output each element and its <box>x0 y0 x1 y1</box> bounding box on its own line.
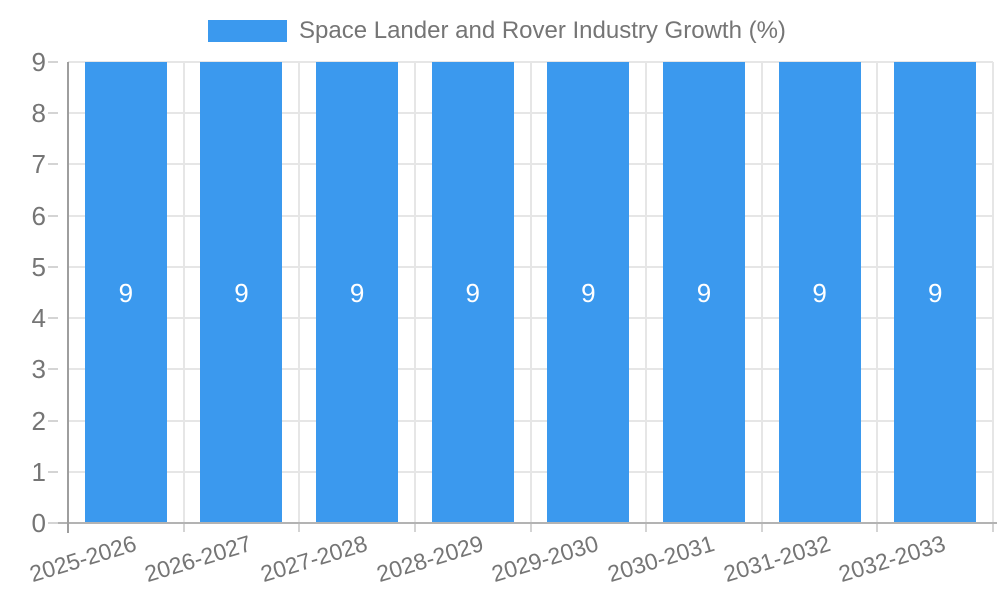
bar-value-label: 9 <box>581 277 596 308</box>
bar-value-label: 9 <box>234 277 249 308</box>
y-tick-mark <box>48 317 58 320</box>
legend-item[interactable]: Space Lander and Rover Industry Growth (… <box>208 16 786 46</box>
x-axis-tick-label: 2030-2031 <box>604 530 718 588</box>
y-tick-mark <box>48 214 58 217</box>
y-axis-tick-label: 7 <box>31 149 46 180</box>
x-tick-mark <box>876 523 879 532</box>
y-tick-mark <box>48 419 58 422</box>
y-tick-mark <box>48 470 58 473</box>
x-axis-tick-label: 2031-2032 <box>720 530 833 588</box>
x-axis-tick-label: 2029-2030 <box>488 530 602 588</box>
x-tick-mark <box>992 523 994 532</box>
y-axis-tick-label: 3 <box>31 354 46 385</box>
bar-2026-2027[interactable]: 9 <box>200 62 283 523</box>
x-tick-mark <box>529 523 532 532</box>
x-tick-mark <box>413 523 416 532</box>
bar-2025-2026[interactable]: 9 <box>84 62 167 523</box>
x-tick-mark <box>298 523 301 532</box>
bar-value-label: 9 <box>812 277 827 308</box>
x-gridline <box>182 62 185 523</box>
x-gridline <box>645 62 648 523</box>
y-axis-tick-label: 0 <box>31 508 46 538</box>
bar-value-label: 9 <box>465 277 480 308</box>
x-tick-mark <box>182 523 185 532</box>
y-tick-mark <box>48 265 58 268</box>
y-axis-tick-label: 5 <box>31 251 46 282</box>
bar-value-label: 9 <box>118 277 134 308</box>
x-gridline <box>760 62 763 523</box>
x-gridline <box>876 62 879 523</box>
bar-2027-2028[interactable]: 9 <box>316 62 399 523</box>
x-axis-tick-label: 2026-2027 <box>141 530 255 588</box>
y-axis-tick-label: 4 <box>31 303 46 334</box>
x-gridline <box>529 62 532 523</box>
bar-2031-2032[interactable]: 9 <box>778 62 861 523</box>
y-axis-tick-label: 9 <box>31 47 46 77</box>
x-axis-tick-label: 2027-2028 <box>257 530 371 588</box>
bar-2030-2031[interactable]: 9 <box>662 62 745 523</box>
x-axis-tick-label: 2032-2033 <box>835 530 949 588</box>
y-tick-mark <box>48 368 58 371</box>
y-tick-mark <box>48 112 58 115</box>
y-tick-mark <box>48 522 58 524</box>
x-axis-tick-label: 2028-2029 <box>373 530 486 588</box>
x-tick-mark <box>760 523 763 532</box>
x-tick-mark <box>645 523 648 532</box>
x-axis-tick-label: 2025-2026 <box>26 530 140 588</box>
bar-value-label: 9 <box>696 277 712 308</box>
x-gridline <box>992 62 994 523</box>
bar-2028-2029[interactable]: 9 <box>431 62 514 523</box>
y-axis-tick-label: 1 <box>31 456 46 487</box>
legend-label: Space Lander and Rover Industry Growth (… <box>299 17 786 44</box>
x-gridline <box>413 62 416 523</box>
bar-2032-2033[interactable]: 9 <box>894 62 977 523</box>
bar-value-label: 9 <box>927 277 943 308</box>
y-tick-mark <box>48 61 58 63</box>
x-gridline <box>298 62 301 523</box>
y-tick-mark <box>48 163 58 166</box>
y-axis-tick-label: 6 <box>31 200 46 231</box>
y-axis-tick-label: 2 <box>31 405 46 436</box>
legend-swatch <box>208 20 287 42</box>
bar-value-label: 9 <box>349 277 365 308</box>
y-axis-tick-label: 8 <box>31 98 46 129</box>
x-axis-line <box>58 522 997 524</box>
bar-2029-2030[interactable]: 9 <box>547 62 630 523</box>
y-axis-line <box>67 62 69 533</box>
